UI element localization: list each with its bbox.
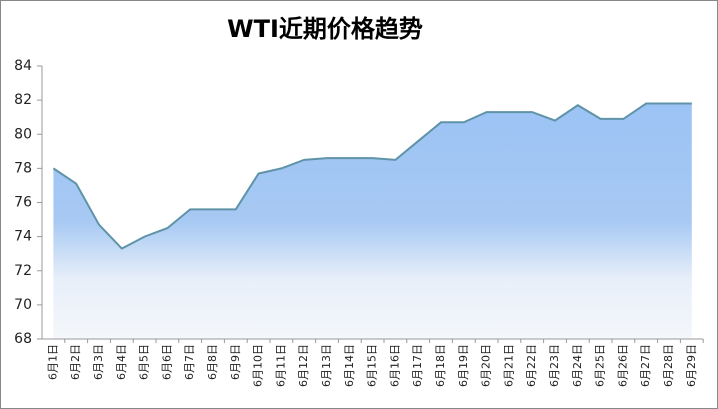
- x-tick-label: 6月23日: [548, 344, 561, 387]
- chart-title: WTI近期价格趋势: [227, 15, 423, 43]
- x-tick-label: 6月28日: [662, 344, 675, 387]
- x-tick-label: 6月17日: [411, 344, 424, 387]
- x-tick-label: 6月27日: [639, 344, 652, 387]
- y-tick-label: 76: [14, 195, 32, 211]
- area-line: [52, 102, 692, 250]
- x-tick-label: 6月3日: [92, 344, 105, 380]
- x-tick-label: 6月10日: [252, 344, 265, 387]
- y-tick-label: 80: [14, 126, 32, 142]
- y-tick-label: 72: [14, 263, 32, 279]
- x-tick-label: 6月8日: [206, 344, 219, 380]
- x-tick-label: 6月29日: [685, 344, 698, 387]
- area-fill: [53, 103, 692, 339]
- x-tick-label: 6月20日: [480, 344, 493, 387]
- x-tick-label: 6月15日: [366, 344, 379, 387]
- x-tick-label: 6月7日: [183, 344, 196, 380]
- y-tick-label: 68: [14, 331, 32, 347]
- x-tick-label: 6月5日: [138, 344, 151, 380]
- x-tick-label: 6月9日: [229, 344, 242, 380]
- x-tick-label: 6月1日: [46, 344, 59, 380]
- x-tick-label: 6月12日: [297, 344, 310, 387]
- x-tick-label: 6月25日: [594, 344, 607, 387]
- x-tick-label: 6月13日: [320, 344, 333, 387]
- y-tick-label: 84: [14, 58, 32, 74]
- x-tick-label: 6月2日: [69, 344, 82, 380]
- x-tick-label: 6月22日: [525, 344, 538, 387]
- x-tick-label: 6月24日: [571, 344, 584, 387]
- y-tick-label: 70: [14, 297, 32, 313]
- y-tick-label: 82: [14, 92, 32, 108]
- x-tick-label: 6月16日: [388, 344, 401, 387]
- x-tick-label: 6月11日: [274, 344, 287, 387]
- x-tick-label: 6月21日: [502, 344, 515, 387]
- y-tick-label: 78: [14, 160, 32, 176]
- x-tick-label: 6月26日: [616, 344, 629, 387]
- x-tick-label: 6月4日: [115, 344, 128, 380]
- x-tick-label: 6月14日: [343, 344, 356, 387]
- y-tick-label: 74: [14, 229, 32, 245]
- x-tick-label: 6月6日: [160, 344, 173, 380]
- x-tick-label: 6月19日: [457, 344, 470, 387]
- x-tick-label: 6月18日: [434, 344, 447, 387]
